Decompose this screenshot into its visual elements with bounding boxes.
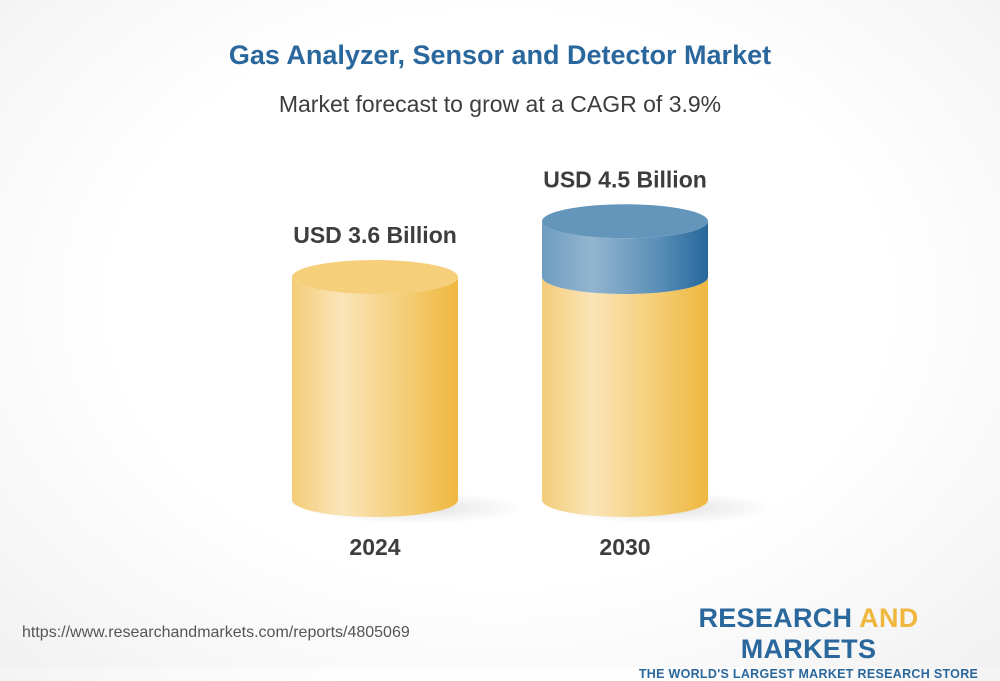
data-label: USD 4.5 Billion [543,166,707,192]
chart-subtitle: Market forecast to grow at a CAGR of 3.9… [278,91,722,117]
bar-growth-2030 [542,221,708,294]
logo-text-and: AND [859,603,919,633]
source-url[interactable]: https://www.researchandmarkets.com/repor… [22,624,410,641]
logo-text-research: RESEARCH [698,603,860,633]
research-and-markets-logo: RESEARCH AND MARKETS THE WORLD'S LARGEST… [636,603,981,681]
x-tick-label: 2030 [599,534,650,560]
bar-2024 [292,277,458,517]
chart-area: USD 3.6 Billion 2024 USD 4.5 Billion 2030 [292,166,775,560]
chart-title: Gas Analyzer, Sensor and Detector Market [228,40,772,70]
data-label: USD 3.6 Billion [293,222,457,248]
logo-text-markets: MARKETS [740,634,877,664]
x-tick-label: 2024 [349,534,400,560]
logo-tagline: THE WORLD'S LARGEST MARKET RESEARCH STOR… [638,667,979,681]
bar-top-2024 [292,260,458,294]
bar-2030 [542,277,708,517]
bar-top-2030 [542,204,708,239]
